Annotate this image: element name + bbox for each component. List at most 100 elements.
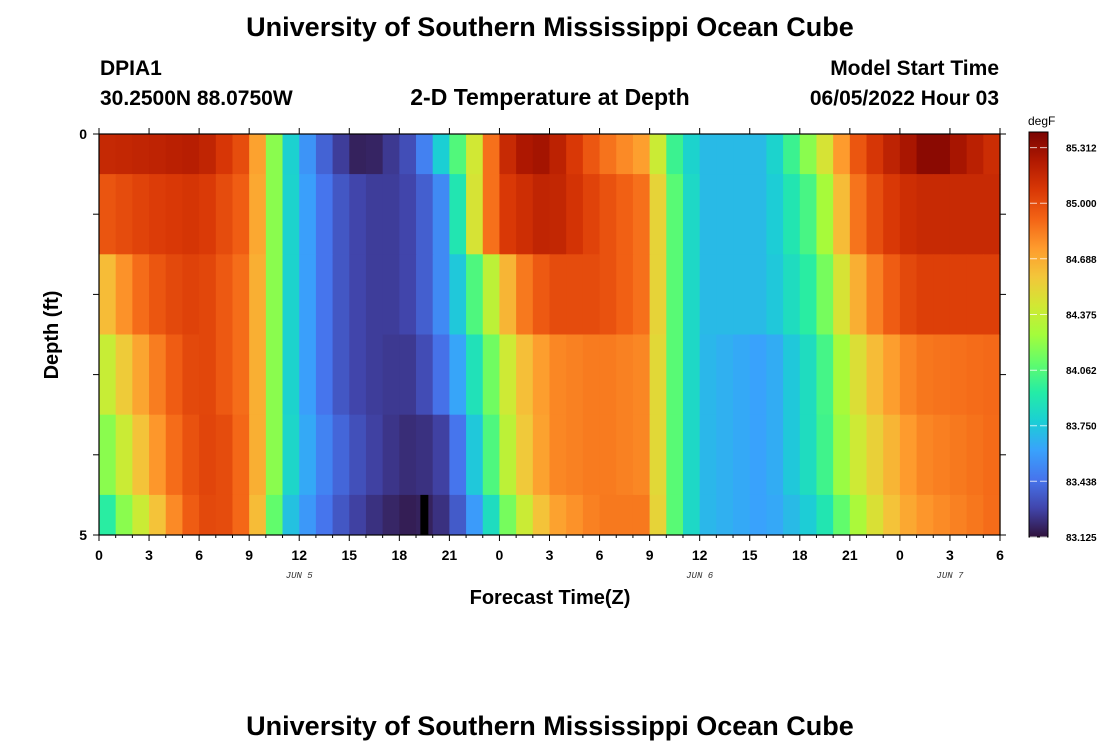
heatmap-cell: [949, 414, 968, 496]
heatmap-cell: [883, 174, 901, 255]
heatmap-cell: [449, 174, 467, 255]
heatmap-cell: [99, 134, 117, 175]
heatmap-cell: [933, 254, 951, 335]
heatmap-cell: [199, 174, 217, 255]
heatmap-cell: [482, 494, 501, 536]
heatmap-cell: [199, 494, 217, 536]
heatmap-cell: [482, 174, 501, 255]
heatmap-cell: [983, 494, 1001, 536]
heatmap-cell: [432, 254, 450, 335]
heatmap-cell: [449, 414, 467, 496]
heatmap-cell: [733, 254, 751, 335]
heatmap-cell: [733, 414, 751, 496]
heatmap-cell: [766, 334, 784, 416]
heatmap-cell: [632, 414, 651, 496]
heatmap-cell: [299, 414, 317, 496]
heatmap-cell: [382, 254, 400, 335]
heatmap-cell: [232, 334, 250, 416]
y-axis-label: Depth (ft): [41, 291, 63, 380]
heatmap-cell: [899, 334, 918, 416]
heatmap-cell: [516, 254, 534, 335]
heatmap-cell: [499, 414, 517, 496]
heatmap-cell: [199, 414, 217, 496]
heatmap-cell: [566, 414, 584, 496]
heatmap-cells: [99, 134, 1001, 536]
heatmap-cell: [99, 334, 117, 416]
y-tick-label: 5: [79, 527, 87, 543]
y-axis: 05: [79, 126, 1006, 543]
heatmap-cell: [249, 494, 267, 536]
heatmap-cell: [416, 174, 434, 255]
heatmap-cell: [466, 494, 484, 536]
heatmap-cell: [549, 334, 567, 416]
heatmap-cell: [666, 414, 684, 496]
heatmap-cell: [632, 254, 651, 335]
heatmap-cell: [499, 174, 517, 255]
heatmap-cell: [449, 334, 467, 416]
heatmap-cell: [249, 414, 267, 496]
heatmap-cell: [516, 174, 534, 255]
missing-data-cell: [420, 494, 429, 535]
heatmap-cell: [132, 134, 150, 175]
colorbar-tick-label: 85.312: [1066, 144, 1097, 155]
heatmap-cell: [549, 414, 567, 496]
heatmap-cell: [632, 174, 651, 255]
heatmap-cell: [215, 414, 234, 496]
heatmap-cell: [616, 254, 634, 335]
heatmap-cell: [232, 254, 250, 335]
heatmap-cell: [232, 414, 250, 496]
x-tick-label: 21: [442, 547, 458, 563]
heatmap-cell: [332, 134, 350, 175]
station-coordinates: 30.2500N 88.0750W: [100, 87, 293, 110]
x-tick-label: 15: [341, 547, 357, 563]
heatmap-cell: [682, 174, 701, 255]
heatmap-cell: [749, 494, 768, 536]
heatmap-cell: [482, 254, 501, 335]
heatmap-cell: [933, 174, 951, 255]
x-tick-label: 12: [692, 547, 708, 563]
heatmap-cell: [499, 134, 517, 175]
heatmap-cell: [716, 254, 734, 335]
heatmap-cell: [315, 174, 334, 255]
x-tick-label: 9: [646, 547, 654, 563]
heatmap-cell: [766, 414, 784, 496]
heatmap-cell: [149, 414, 167, 496]
heatmap-cell: [232, 134, 250, 175]
heatmap-cell: [699, 494, 717, 536]
heatmap-cell: [416, 254, 434, 335]
heatmap-cell: [182, 414, 200, 496]
x-tick-label: 6: [195, 547, 203, 563]
heatmap-cell: [432, 134, 450, 175]
heatmap-cell: [449, 494, 467, 536]
heatmap-cell: [349, 414, 367, 496]
heatmap-cell: [299, 134, 317, 175]
heatmap-cell: [215, 334, 234, 416]
heatmap-cell: [282, 414, 300, 496]
heatmap-cell: [599, 334, 617, 416]
colorbar-tick-label: 84.375: [1066, 310, 1097, 321]
heatmap-cell: [332, 334, 350, 416]
heatmap-cell: [699, 334, 717, 416]
heatmap-cell: [599, 174, 617, 255]
heatmap-cell: [249, 254, 267, 335]
heatmap-cell: [182, 334, 200, 416]
heatmap-cell: [365, 494, 384, 536]
heatmap-cell: [182, 174, 200, 255]
heatmap-cell: [165, 334, 184, 416]
heatmap-cell: [299, 174, 317, 255]
heatmap-cell: [949, 174, 968, 255]
heatmap-cell: [749, 174, 768, 255]
heatmap-cell: [349, 174, 367, 255]
heatmap-cell: [866, 134, 884, 175]
heatmap-cell: [966, 414, 984, 496]
heatmap-cell: [649, 334, 667, 416]
heatmap-cell: [582, 494, 601, 536]
heatmap-cell: [566, 134, 584, 175]
heatmap-cell: [349, 494, 367, 536]
heatmap-cell: [799, 334, 818, 416]
heatmap-cell: [833, 254, 851, 335]
x-tick-label: 12: [291, 547, 307, 563]
heatmap-cell: [199, 254, 217, 335]
heatmap-cell: [332, 494, 350, 536]
